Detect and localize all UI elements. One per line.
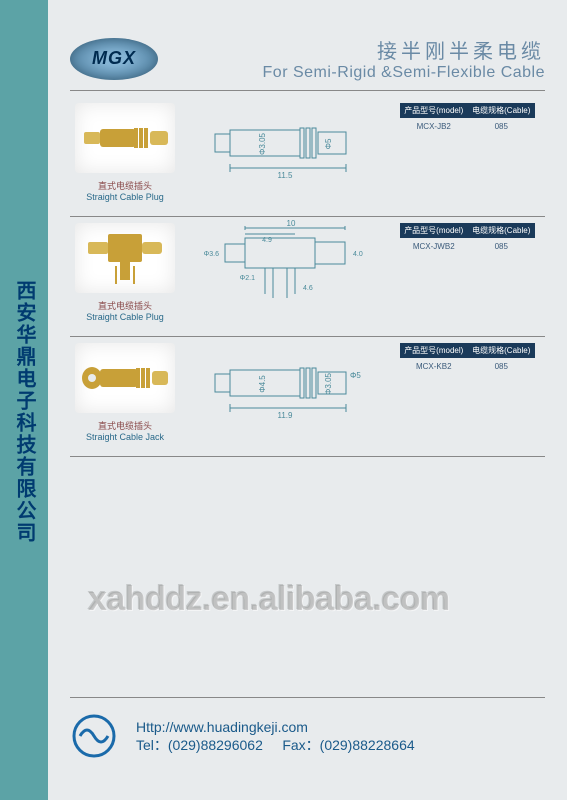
spec-col-model: 产品型号(model) (400, 225, 468, 236)
spec-cable: 085 (468, 362, 536, 371)
footer-url: Http://www.huadingkeji.com (136, 718, 415, 736)
footer-tel: Tel：(029)88296062 (136, 737, 263, 753)
spec-col-model: 产品型号(model) (400, 105, 468, 116)
spec-col-cable: 电缆规格(Cable) (468, 105, 536, 116)
spec-cable: 085 (468, 122, 536, 131)
spec-col-cable: 电缆规格(Cable) (468, 345, 536, 356)
title-block: 接半刚半柔电缆 For Semi-Rigid &Semi-Flexible Ca… (263, 35, 545, 82)
product-photo-block: 直式电缆插头 Straight Cable Plug (70, 223, 180, 322)
product-row: 直式电缆插头 Straight Cable Jack 11.9 Φ4.5 Φ3.… (70, 343, 545, 457)
caption-cn: 直式电缆插头 (98, 299, 152, 312)
company-sidebar: 西安华鼎电子科技有限公司 (0, 0, 48, 800)
watermark: xahddz.en.alibaba.com (88, 580, 450, 619)
spec-model: MCX-KB2 (400, 362, 468, 371)
spec-body: MCX-JB2 085 (400, 118, 535, 135)
product-row: 直式电缆插头 Straight Cable Plug 11.5 Φ3.05 Φ5… (70, 103, 545, 217)
technical-drawing: 11.5 Φ3.05 Φ5 (190, 103, 390, 193)
spec-header: 产品型号(model) 电缆规格(Cable) (400, 103, 535, 118)
product-photo-block: 直式电缆插头 Straight Cable Jack (70, 343, 180, 442)
svg-text:Φ3.05: Φ3.05 (324, 372, 333, 395)
svg-text:Φ3.6: Φ3.6 (204, 251, 219, 258)
product-photo-block: 直式电缆插头 Straight Cable Plug (70, 103, 180, 202)
svg-text:11.9: 11.9 (278, 411, 294, 420)
svg-text:4.9: 4.9 (262, 237, 272, 244)
technical-drawing: 11.9 Φ4.5 Φ3.05 Φ5 (190, 343, 390, 433)
connector-photo-icon (75, 223, 175, 293)
svg-text:Φ2.1: Φ2.1 (240, 275, 255, 282)
spec-model: MCX-JWB2 (400, 242, 468, 251)
spec-cable: 085 (468, 242, 536, 251)
svg-text:4.6: 4.6 (303, 285, 313, 292)
spec-table: 产品型号(model) 电缆规格(Cable) MCX-JWB2 085 (400, 223, 535, 255)
footer-logo-icon (70, 712, 118, 760)
spec-body: MCX-JWB2 085 (400, 238, 535, 255)
svg-text:Φ5: Φ5 (350, 371, 361, 380)
spec-body: MCX-KB2 085 (400, 358, 535, 375)
product-row: 直式电缆插头 Straight Cable Plug 10 4.9 Φ3.6 4… (70, 223, 545, 337)
caption-cn: 直式电缆插头 (98, 179, 152, 192)
footer-text: Http://www.huadingkeji.com Tel：(029)8829… (136, 718, 415, 754)
caption-cn: 直式电缆插头 (98, 419, 152, 432)
title-cn: 接半刚半柔电缆 (263, 35, 545, 64)
svg-text:10: 10 (287, 219, 296, 228)
footer: Http://www.huadingkeji.com Tel：(029)8829… (70, 697, 545, 760)
caption-en: Straight Cable Jack (86, 432, 164, 442)
main-panel: MGX 接半刚半柔电缆 For Semi-Rigid &Semi-Flexibl… (48, 0, 567, 800)
svg-text:11.5: 11.5 (278, 171, 294, 180)
spec-col-model: 产品型号(model) (400, 345, 468, 356)
connector-photo-icon (75, 103, 175, 173)
spec-table: 产品型号(model) 电缆规格(Cable) MCX-JB2 085 (400, 103, 535, 135)
connector-photo-icon (75, 343, 175, 413)
spec-header: 产品型号(model) 电缆规格(Cable) (400, 223, 535, 238)
footer-fax: Fax：(029)88228664 (282, 737, 414, 753)
spec-header: 产品型号(model) 电缆规格(Cable) (400, 343, 535, 358)
caption-en: Straight Cable Plug (86, 312, 164, 322)
series-badge: MGX (70, 38, 158, 80)
svg-text:Φ4.5: Φ4.5 (258, 375, 267, 393)
svg-text:Φ5: Φ5 (324, 138, 333, 149)
divider (70, 90, 545, 91)
header: MGX 接半刚半柔电缆 For Semi-Rigid &Semi-Flexibl… (70, 35, 545, 82)
company-name-vertical: 西安华鼎电子科技有限公司 (10, 280, 38, 544)
title-en: For Semi-Rigid &Semi-Flexible Cable (263, 64, 545, 82)
spec-col-cable: 电缆规格(Cable) (468, 225, 536, 236)
caption-en: Straight Cable Plug (86, 192, 164, 202)
technical-drawing: 10 4.9 Φ3.6 4.0 4.6 Φ2.1 (190, 223, 390, 313)
spec-model: MCX-JB2 (400, 122, 468, 131)
svg-text:Φ3.05: Φ3.05 (258, 132, 267, 155)
spec-table: 产品型号(model) 电缆规格(Cable) MCX-KB2 085 (400, 343, 535, 375)
svg-text:4.0: 4.0 (353, 251, 363, 258)
